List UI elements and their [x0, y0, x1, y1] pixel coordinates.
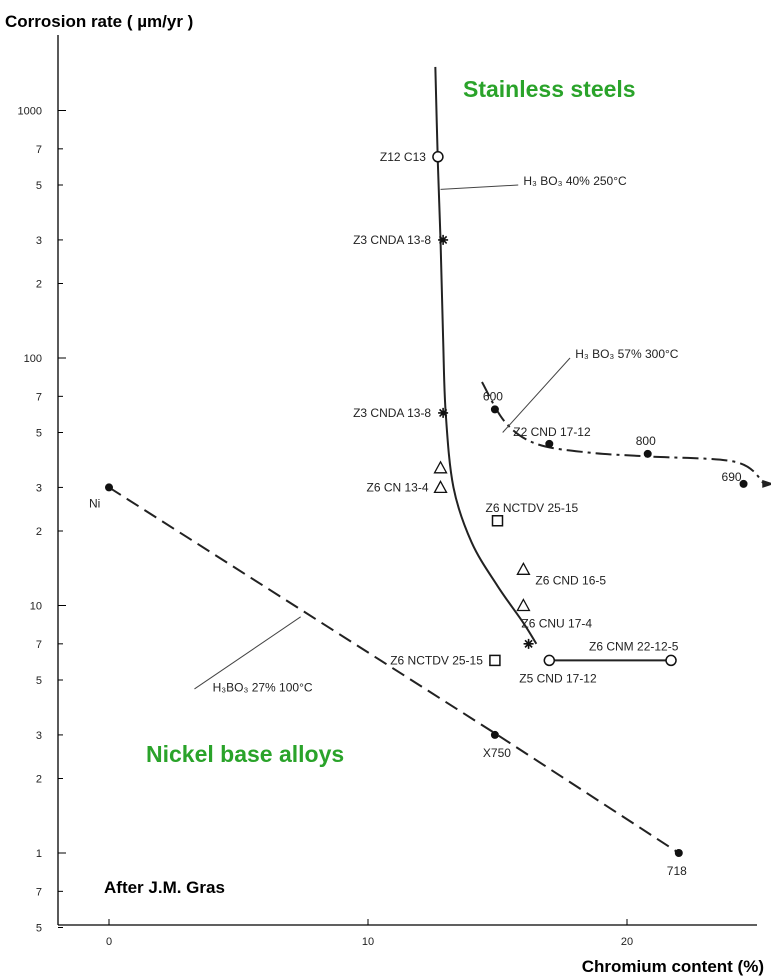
x-tick-label: 20 [621, 936, 633, 948]
y-tick-label: 1 [36, 848, 42, 860]
star-marker [523, 638, 534, 649]
x-axis-label: Chromium content (%) [582, 957, 764, 976]
dot-marker [674, 849, 683, 857]
point-label: Z5 CND 17-12 [519, 671, 597, 685]
dot-marker [545, 439, 554, 448]
arrowhead [762, 479, 771, 488]
y-tick-label: 5 [36, 180, 42, 192]
data-point: 690 [722, 470, 748, 488]
point-label: Z3 CNDA 13-8 [353, 406, 431, 420]
data-point: Z2 CND 17-12 [513, 425, 591, 448]
data-point: 800 [636, 434, 656, 458]
y-tick-label: 3 [36, 235, 42, 247]
y-tick-label: 2 [36, 278, 42, 290]
y-tick-label: 2 [36, 526, 42, 538]
data-point: Z6 NCTDV 25-15 [486, 501, 579, 527]
dot-marker [643, 449, 652, 458]
point-label: Z6 NCTDV 25-15 [390, 653, 483, 667]
curve-dashdot [481, 381, 765, 485]
circle-marker [665, 654, 677, 667]
circle-marker [432, 151, 444, 163]
curve-label: H₃ BO₃ 57% 300°C [575, 347, 679, 361]
triangle-marker [516, 561, 531, 575]
point-label: 718 [667, 864, 687, 878]
point-label: 800 [636, 434, 656, 448]
credit-label: After J.M. Gras [104, 878, 225, 897]
y-tick-label: 7 [36, 144, 42, 156]
data-point: Z12 C13 [380, 150, 444, 164]
dot-marker [739, 479, 748, 488]
point-label: 690 [722, 470, 742, 484]
triangle-marker [433, 460, 448, 474]
point-label: Z6 CN 13-4 [366, 480, 428, 494]
data-point: 600 [483, 389, 503, 414]
data-point: Ni [89, 483, 113, 510]
y-tick-label: 5 [36, 923, 42, 935]
point-label: Z2 CND 17-12 [513, 425, 591, 439]
y-tick-label: 3 [36, 482, 42, 494]
square-marker [491, 515, 504, 527]
triangle-marker [433, 480, 448, 494]
point-label: Z12 C13 [380, 150, 426, 164]
annotation-pointer [502, 357, 571, 433]
data-point: X750 [483, 730, 511, 760]
data-point: Z5 CND 17-12 [519, 654, 597, 685]
data-point: Z3 CNDA 13-8 [353, 233, 449, 247]
dot-marker [490, 730, 499, 739]
curves [108, 66, 771, 854]
annotation-pointer [440, 184, 519, 190]
x-tick-label: 10 [362, 936, 374, 948]
y-tick-label: 10 [30, 601, 42, 613]
y-axis-label: Corrosion rate ( µm/yr ) [5, 12, 193, 31]
point-label: Ni [89, 496, 100, 510]
data-point: Z6 CND 16-5 [516, 561, 606, 587]
y-tick-label: 3 [36, 730, 42, 742]
curve-labels: H₃ BO₃ 40% 250°C H₃ BO₃ 57% 300°C H₃BO₃ 27… [213, 174, 679, 694]
y-tick-label: 5 [36, 675, 42, 687]
dot-marker [105, 483, 113, 492]
point-label: Z3 CNDA 13-8 [353, 233, 431, 247]
annotation-pointer [194, 616, 301, 690]
stainless-steels-label: Stainless steels [463, 76, 636, 102]
star-marker [438, 407, 449, 418]
curve-solid [434, 66, 538, 645]
y-tick-label: 7 [36, 886, 42, 898]
curve-label: H₃ BO₃ 40% 250°C [523, 174, 627, 188]
y-tick-label: 7 [36, 391, 42, 403]
data-point [433, 460, 448, 474]
point-label: Z6 NCTDV 25-15 [486, 501, 579, 515]
data-point: Z6 NCTDV 25-15 [390, 653, 501, 667]
y-tick-label: 100 [24, 353, 42, 365]
points: Z12 C13 Z3 CNDA 13-8 Z3 CNDA 13-8 Z6 CN 13-… [89, 150, 748, 878]
circle-marker [543, 654, 556, 667]
data-point: Z6 CN 13-4 [366, 480, 448, 494]
nickel-base-alloys-label: Nickel base alloys [146, 741, 344, 767]
point-label: 600 [483, 389, 503, 403]
y-tick-label: 1000 [18, 106, 42, 118]
dot-marker [490, 405, 499, 414]
point-label: Z6 CNU 17-4 [521, 617, 592, 631]
point-label: X750 [483, 746, 511, 760]
y-tick-label: 2 [36, 773, 42, 785]
data-point: 718 [667, 849, 687, 878]
y-tick-label: 5 [36, 428, 42, 440]
triangle-marker [516, 598, 531, 612]
data-point: Z6 CNM 22-12-5 [589, 639, 679, 667]
square-marker [489, 654, 501, 667]
y-tick-label: 7 [36, 639, 42, 651]
curve-dashed [108, 486, 680, 854]
point-label: Z6 CND 16-5 [535, 573, 606, 587]
star-marker [438, 234, 449, 245]
axes: 5 7 1 2 3 5 7 10 2 3 5 7 100 2 3 5 7 1000 0 10 20 [18, 35, 757, 948]
point-label: Z6 CNM 22-12-5 [589, 639, 679, 653]
data-point [523, 638, 534, 649]
x-tick-label: 0 [106, 936, 112, 948]
curve-label: H₃BO₃ 27% 100°C [213, 680, 313, 694]
data-point: Z6 CNU 17-4 [516, 598, 592, 631]
data-point: Z3 CNDA 13-8 [353, 406, 449, 420]
